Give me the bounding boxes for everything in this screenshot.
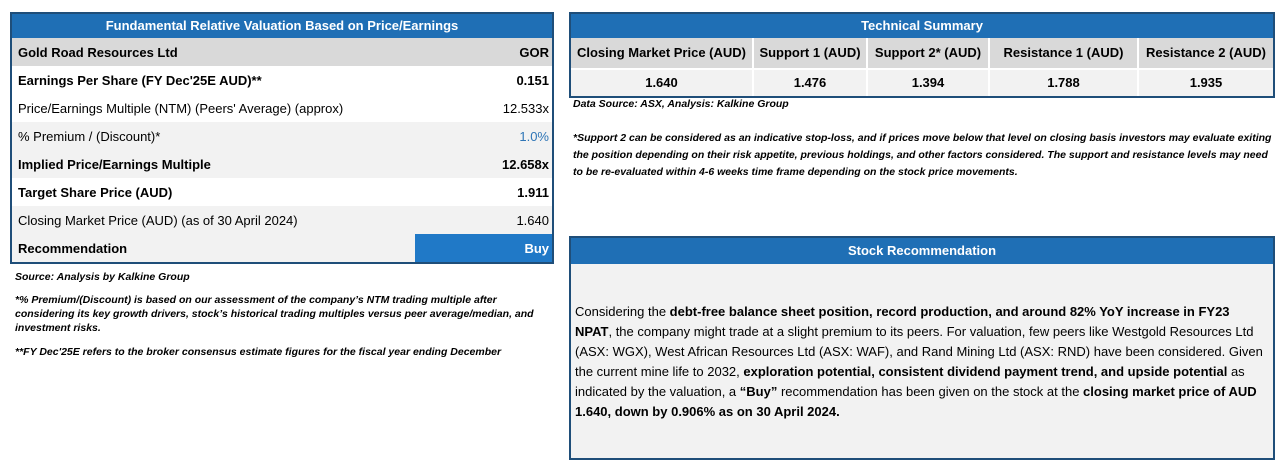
valuation-table: Fundamental Relative Valuation Based on … [10, 12, 554, 264]
company-ticker: GOR [519, 44, 549, 60]
row-label: Target Share Price (AUD) [18, 184, 173, 200]
column-value: 1.935 [1139, 68, 1273, 96]
column-header: Closing Market Price (AUD) [571, 38, 754, 68]
recommendation-label: Recommendation [12, 234, 415, 262]
table-row: Earnings Per Share (FY Dec'25E AUD)** 0.… [12, 66, 552, 94]
technical-source: Data Source: ASX, Analysis: Kalkine Grou… [573, 98, 789, 110]
table-row: % Premium / (Discount)* 1.0% [12, 122, 552, 150]
row-label: Implied Price/Earnings Multiple [18, 156, 211, 172]
row-value: 0.151 [516, 72, 549, 88]
table-row: Price/Earnings Multiple (NTM) (Peers' Av… [12, 94, 552, 122]
fy-footnote: **FY Dec'25E refers to the broker consen… [15, 346, 502, 358]
column-value: 1.476 [754, 68, 868, 96]
column-header: Support 2* (AUD) [868, 38, 990, 68]
technical-column: Support 2* (AUD) 1.394 [868, 38, 990, 96]
valuation-title: Fundamental Relative Valuation Based on … [12, 14, 552, 38]
column-value: 1.788 [990, 68, 1139, 96]
rec-text-part: recommendation has been given on the sto… [777, 384, 1084, 399]
table-row: Closing Market Price (AUD) (as of 30 Apr… [12, 206, 552, 234]
recommendation-row: Recommendation Buy [12, 234, 552, 262]
technical-column: Resistance 1 (AUD) 1.788 [990, 38, 1139, 96]
company-name: Gold Road Resources Ltd [18, 44, 178, 60]
technical-column: Resistance 2 (AUD) 1.935 [1139, 38, 1273, 96]
rec-text-bold: “Buy” [739, 384, 778, 399]
row-value: 1.911 [517, 184, 549, 200]
stock-rec-text: Considering the debt-free balance sheet … [571, 264, 1273, 422]
technical-column: Closing Market Price (AUD) 1.640 [571, 38, 754, 96]
technical-summary: Technical Summary Closing Market Price (… [569, 12, 1275, 98]
technical-title: Technical Summary [571, 14, 1273, 38]
column-value: 1.640 [571, 68, 754, 96]
valuation-source: Source: Analysis by Kalkine Group [15, 271, 190, 283]
row-label: Earnings Per Share (FY Dec'25E AUD)** [18, 72, 262, 88]
technical-column: Support 1 (AUD) 1.476 [754, 38, 868, 96]
rec-text-part: Considering the [575, 304, 670, 319]
column-value: 1.394 [868, 68, 990, 96]
table-row: Implied Price/Earnings Multiple 12.658x [12, 150, 552, 178]
stock-recommendation: Stock Recommendation Considering the deb… [569, 236, 1275, 460]
row-value: 12.658x [502, 156, 549, 172]
column-header: Resistance 2 (AUD) [1139, 38, 1273, 68]
row-label: % Premium / (Discount)* [18, 128, 161, 144]
stock-rec-title: Stock Recommendation [571, 238, 1273, 264]
table-row: Target Share Price (AUD) 1.911 [12, 178, 552, 206]
support-footnote: *Support 2 can be considered as an indic… [573, 132, 1272, 178]
row-value: 1.640 [516, 212, 549, 228]
row-value: 1.0% [519, 128, 549, 144]
rec-text-bold: debt-free balance sheet position, record… [575, 304, 1230, 339]
recommendation-value: Buy [415, 234, 552, 262]
premium-footnote: *% Premium/(Discount) is based on our as… [15, 294, 534, 334]
company-row: Gold Road Resources Ltd GOR [12, 38, 552, 66]
rec-text-part: , the company might trade at a slight pr… [575, 324, 1263, 379]
rec-text-bold: closing market price of AUD 1.640, down … [575, 384, 1257, 419]
rec-text-part: as indicated by the valuation, a [575, 364, 1245, 399]
column-header: Support 1 (AUD) [754, 38, 868, 68]
row-value: 12.533x [502, 100, 549, 116]
column-header: Resistance 1 (AUD) [990, 38, 1139, 68]
row-label: Closing Market Price (AUD) (as of 30 Apr… [18, 212, 298, 228]
row-label: Price/Earnings Multiple (NTM) (Peers' Av… [18, 100, 344, 116]
rec-text-bold: exploration potential, consistent divide… [743, 364, 1228, 379]
